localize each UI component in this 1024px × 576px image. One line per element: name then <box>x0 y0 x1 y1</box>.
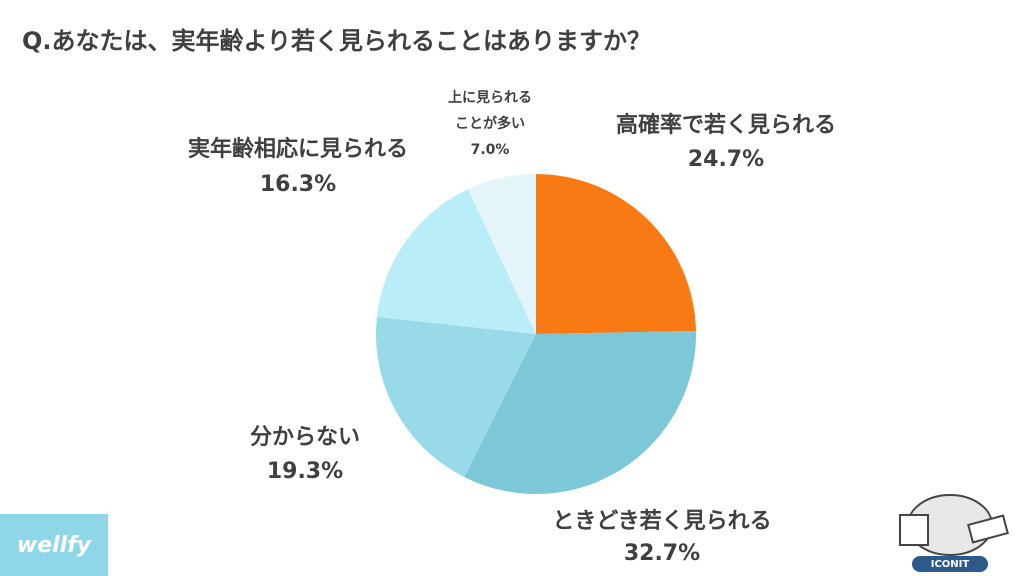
logo-right-icon <box>899 494 1009 572</box>
pie-slice <box>464 330 696 494</box>
pie-slice <box>467 174 536 334</box>
slice-label: ときどき若く見られる <box>552 508 771 534</box>
slice-value-label: 24.7% <box>688 147 764 172</box>
slice-label: 実年齢相応に見られる <box>188 136 408 162</box>
slice-value-label: 32.7% <box>624 541 700 566</box>
slice-label: 上に見られることが多い <box>448 90 532 132</box>
chart-title: Q.あなたは、実年齢より若く見られることはありますか？ <box>22 27 651 55</box>
pie-slice <box>376 189 536 334</box>
slice-label: 分からない <box>250 425 360 450</box>
slice-value-label: 19.3% <box>267 459 343 484</box>
logo-right: ICONIT <box>931 559 970 570</box>
slice-value-label: 7.0% <box>471 142 510 158</box>
slice-value-label: 16.3% <box>260 172 336 197</box>
slice-label: 高確率で若く見られる <box>616 112 836 138</box>
pie-slice <box>375 316 536 478</box>
pie-slice <box>536 174 696 334</box>
logo-box <box>0 514 108 576</box>
logo-left: wellfy <box>17 533 93 558</box>
